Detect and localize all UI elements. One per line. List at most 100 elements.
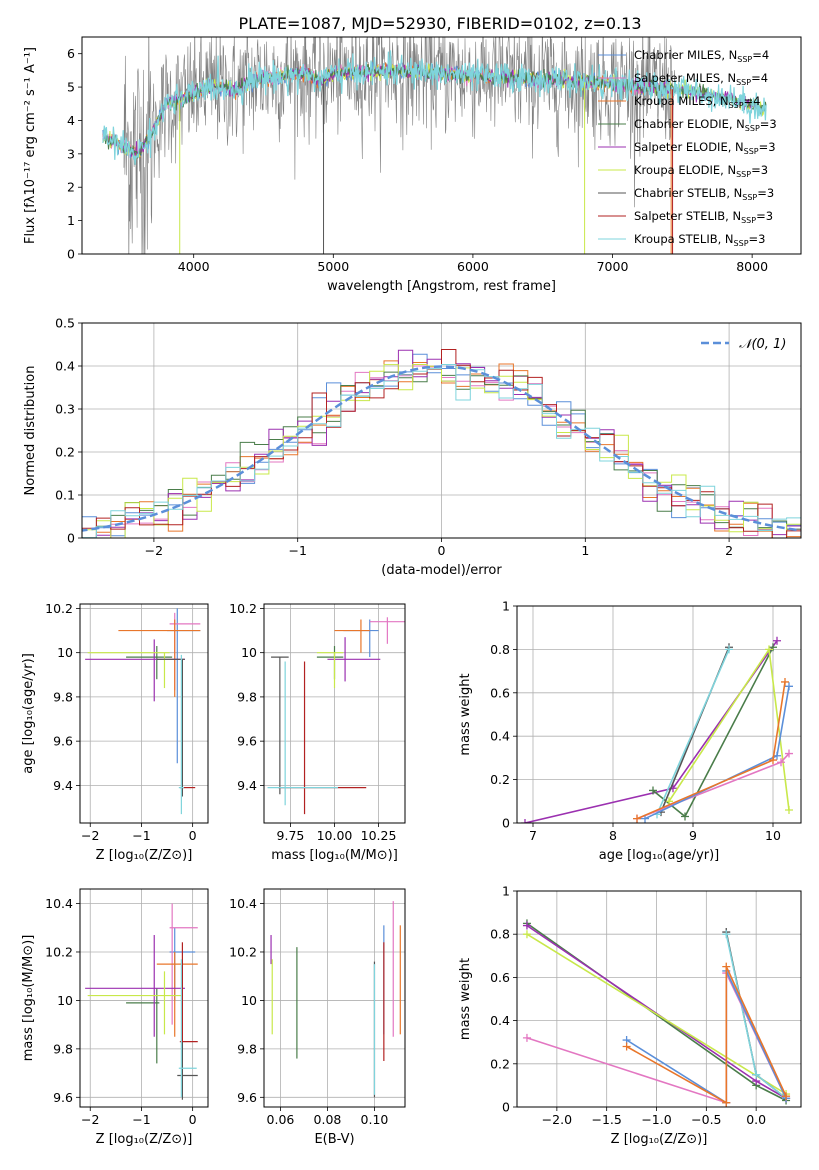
axes-frame — [516, 890, 802, 1108]
y-tick-label: 1 — [502, 884, 510, 899]
y-tick-label: 10.2 — [229, 601, 257, 616]
weight-line-kroupa_stelib — [656, 649, 730, 815]
y-tick-label: 0.5 — [55, 316, 75, 331]
y-tick-label: 0.2 — [490, 1056, 510, 1071]
weight-marker-salpeter_elodie — [521, 819, 529, 823]
y-tick-label: 9.4 — [237, 778, 257, 793]
panel-mass_vs_EBV: 0.06 0.08 0.10 9.6 9.8 10 10.2 10.4 E(B-V) — [229, 888, 406, 1147]
weight-marker-salpeter_miles — [785, 749, 793, 758]
y-tick-label: 9.6 — [237, 734, 257, 749]
x-tick-label: 7000 — [597, 259, 629, 274]
y-tick-label: 10.4 — [45, 896, 73, 911]
x-axis-label: (data-model)/error — [381, 563, 502, 578]
figure-title: PLATE=1087, MJD=52930, FIBERID=0102, z=0… — [238, 14, 641, 33]
y-tick-label: 0.6 — [490, 970, 510, 985]
x-axis-label: Z [log₁₀(Z/Z⊙)] — [96, 1132, 193, 1147]
weight-marker-kroupa_miles — [633, 814, 641, 823]
x-tick-label: 0.10 — [361, 1112, 389, 1127]
legend-entry: Salpeter STELIB, NSSP=3 — [634, 209, 773, 225]
y-tick-label: 9.6 — [53, 734, 73, 749]
x-tick-label: 0 — [189, 828, 197, 843]
y-tick-label: 0 — [502, 816, 510, 831]
x-axis-label: Z [log₁₀(Z/Z⊙)] — [611, 1132, 708, 1147]
y-tick-label: 2 — [67, 180, 75, 195]
y-tick-label: 9.6 — [53, 1090, 73, 1105]
axes-frame — [81, 322, 802, 539]
legend-entry: Salpeter ELODIE, NSSP=3 — [634, 140, 776, 156]
y-tick-label: 6 — [67, 46, 75, 61]
y-tick-label: 0.2 — [55, 445, 75, 460]
weight-marker-kroupa_miles — [622, 1042, 631, 1051]
plot-area — [85, 608, 201, 815]
weight-marker-chabrier_elodie — [649, 786, 657, 795]
y-tick-label: 9.4 — [53, 778, 73, 793]
spectrum-model-kroupa_stelib — [102, 50, 767, 165]
weight-line-kroupa_miles — [626, 966, 787, 1105]
axes-frame — [263, 603, 406, 824]
axes-frame — [79, 888, 209, 1108]
y-axis-label: mass weight — [458, 958, 473, 1040]
legend-entry: Kroupa MILES, NSSP=4 — [634, 94, 760, 110]
spectrum-data-line — [123, 37, 676, 254]
y-tick-label: 0 — [502, 1100, 510, 1115]
x-tick-label: 7 — [529, 828, 537, 843]
y-axis-label: Flux [fλ10⁻¹⁷ erg cm⁻² s⁻¹ A⁻¹] — [23, 47, 38, 244]
y-tick-label: 9.8 — [53, 689, 73, 704]
x-tick-label: −1 — [288, 543, 306, 558]
y-tick-label: 0 — [67, 531, 75, 546]
weight-marker-salpeter_miles — [777, 758, 785, 767]
x-tick-label: −2 — [81, 828, 99, 843]
x-axis-label: Z [log₁₀(Z/Z⊙)] — [96, 848, 193, 863]
weight-line-kroupa_elodie — [526, 933, 787, 1095]
axes-frame — [79, 603, 209, 824]
x-tick-label: −2 — [81, 1112, 99, 1127]
weight-line-kroupa_elodie — [668, 647, 790, 811]
y-tick-label: 10.4 — [229, 896, 257, 911]
plot-area — [521, 636, 793, 823]
plot-area — [102, 37, 767, 254]
weight-marker-kroupa_stelib — [752, 1070, 761, 1079]
weight-marker-kroupa_elodie — [665, 797, 673, 806]
x-tick-label: 1 — [581, 543, 589, 558]
x-tick-label: −0.5 — [691, 1112, 721, 1127]
plot-area — [267, 617, 405, 815]
x-axis-label: E(B-V) — [314, 1132, 354, 1147]
x-tick-label: 2 — [725, 543, 733, 558]
panel-spectrum: 4000 5000 6000 7000 8000 0 1 2 3 4 5 6 wavelength [A… — [23, 36, 802, 294]
legend-entry: Chabrier MILES, NSSP=4 — [634, 48, 769, 64]
x-tick-label: 0 — [189, 1112, 197, 1127]
x-tick-label: −1.5 — [592, 1112, 622, 1127]
x-tick-label: 0.0 — [746, 1112, 766, 1127]
y-axis-label: Normed distribution — [23, 366, 38, 496]
x-tick-label: 10.00 — [317, 828, 353, 843]
y-tick-label: 10.2 — [229, 944, 257, 959]
spectrum-legend: Chabrier MILES, NSSP=4 Salpeter MILES, NS… — [598, 48, 777, 248]
y-tick-label: 1 — [67, 213, 75, 228]
panel-mass_vs_Z: −2 −1 0 9.6 9.8 10 10.2 10.4 Z [log₁₀(Z/Z⊙)] mass… — [21, 888, 209, 1147]
y-axis-label: mass weight — [458, 673, 473, 755]
y-tick-label: 10 — [57, 645, 73, 660]
x-tick-label: 0 — [438, 543, 446, 558]
y-tick-label: 0.8 — [490, 642, 510, 657]
weight-marker-kroupa_miles — [722, 962, 731, 971]
axes-frame — [516, 605, 802, 824]
x-tick-label: 5000 — [317, 259, 349, 274]
y-tick-label: 0.8 — [490, 927, 510, 942]
plot-area — [522, 919, 791, 1107]
weight-marker-kroupa_elodie — [785, 805, 793, 814]
legend-entry: Salpeter MILES, NSSP=4 — [634, 71, 768, 87]
y-tick-label: 1 — [502, 599, 510, 614]
weight-marker-kroupa_miles — [781, 677, 789, 686]
legend-entry: 𝒩(0, 1) — [739, 337, 786, 352]
x-axis-label: age [log₁₀(age/yr)] — [599, 848, 720, 863]
y-tick-label: 0.4 — [490, 1013, 510, 1028]
plot-area — [270, 901, 401, 1098]
x-tick-label: 8000 — [736, 259, 768, 274]
panel-age_vs_mass: 9.75 10.00 10.25 9.4 9.6 9.8 10 10.2 mass [log₁₀… — [229, 601, 406, 863]
weight-marker-salpeter_miles — [522, 1033, 531, 1042]
legend-entry: Chabrier STELIB, NSSP=3 — [634, 186, 774, 202]
axes-frame — [263, 888, 406, 1108]
y-tick-label: 10 — [241, 993, 257, 1008]
weight-marker-chabrier_elodie — [681, 812, 689, 821]
